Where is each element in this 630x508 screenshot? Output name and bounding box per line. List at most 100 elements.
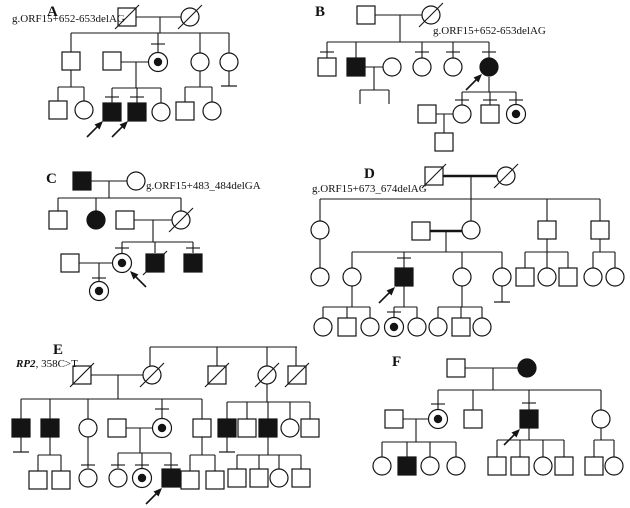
male-affected-symbol (519, 409, 539, 429)
female-unaffected-symbol (202, 101, 222, 121)
male-unaffected-symbol (337, 317, 357, 337)
deceased-slash (418, 2, 444, 28)
female-unaffected-symbol (472, 317, 492, 337)
carrier-dot (157, 423, 167, 433)
male-unaffected-symbol (60, 253, 80, 273)
deceased-slash (69, 362, 95, 388)
male-unaffected-symbol (205, 470, 225, 490)
pedigree-a-label: A (47, 4, 58, 20)
male-unaffected-symbol (558, 267, 578, 287)
deceased-slash (421, 163, 447, 189)
male-unaffected-symbol (115, 210, 135, 230)
female-unaffected-symbol (342, 267, 362, 287)
female-unaffected-symbol (310, 220, 330, 240)
carrier-dot (153, 57, 163, 67)
female-unaffected-symbol (420, 456, 440, 476)
female-affected-symbol (517, 358, 537, 378)
male-unaffected-symbol (417, 104, 437, 124)
deceased-slash (254, 362, 280, 388)
female-unaffected-symbol (446, 456, 466, 476)
gene-name: RP2 (16, 358, 36, 370)
pedigree-b (317, 2, 527, 152)
pedigree-c-mutation-text: g.ORF15+483_484delGA (146, 180, 261, 192)
male-affected-symbol (183, 253, 203, 273)
female-unaffected-symbol (412, 57, 432, 77)
male-unaffected-symbol (227, 468, 247, 488)
male-unaffected-symbol (356, 5, 376, 25)
male-affected-symbol (11, 418, 31, 438)
female-unaffected-symbol (313, 317, 333, 337)
variant-text: , 358C>T (35, 358, 78, 370)
male-unaffected-symbol (48, 210, 68, 230)
male-unaffected-symbol (537, 220, 557, 240)
carrier-dot (433, 414, 443, 424)
male-unaffected-symbol (451, 317, 471, 337)
male-unaffected-symbol (554, 456, 574, 476)
male-unaffected-symbol (480, 104, 500, 124)
proband-arrow-head (130, 271, 139, 280)
deceased-slash (493, 163, 519, 189)
pedigree-c-label: C (46, 171, 57, 187)
pedigree-f (372, 358, 624, 476)
female-unaffected-symbol (533, 456, 553, 476)
female-unaffected-symbol (452, 267, 472, 287)
female-affected-symbol (479, 57, 499, 77)
male-affected-symbol (102, 102, 122, 122)
female-unaffected-symbol (360, 317, 380, 337)
carrier-dot (389, 322, 399, 332)
female-unaffected-symbol (591, 409, 611, 429)
female-unaffected-symbol (190, 52, 210, 72)
male-unaffected-symbol (28, 470, 48, 490)
deceased-slash (204, 362, 230, 388)
male-affected-symbol (217, 418, 237, 438)
carrier-dot (117, 258, 127, 268)
pedigree-c (48, 171, 203, 302)
female-unaffected-symbol (407, 317, 427, 337)
male-unaffected-symbol (590, 220, 610, 240)
female-unaffected-symbol (269, 468, 289, 488)
male-unaffected-symbol (180, 470, 200, 490)
proband-arrow-head (119, 121, 128, 130)
male-unaffected-symbol (446, 358, 466, 378)
male-unaffected-symbol (61, 51, 81, 71)
female-unaffected-symbol (605, 267, 625, 287)
deceased-slash (168, 207, 194, 233)
male-unaffected-symbol (175, 101, 195, 121)
female-unaffected-symbol (452, 104, 472, 124)
female-unaffected-symbol (310, 267, 330, 287)
female-unaffected-symbol (428, 317, 448, 337)
proband-arrow-head (473, 74, 482, 83)
proband-arrow-head (386, 287, 395, 296)
female-unaffected-symbol (78, 468, 98, 488)
female-unaffected-symbol (492, 267, 512, 287)
male-unaffected-symbol (411, 221, 431, 241)
pedigree-a-mutation-text: g.ORF15+652-653delAG (12, 13, 125, 25)
male-affected-symbol (346, 57, 366, 77)
deceased-slash (114, 4, 140, 30)
female-unaffected-symbol (74, 100, 94, 120)
female-unaffected-symbol (583, 267, 603, 287)
proband-arrow-head (153, 488, 162, 497)
male-affected-symbol (127, 102, 147, 122)
male-unaffected-symbol (192, 418, 212, 438)
pedigree-b-mutation-text: g.ORF15+652-653delAG (433, 25, 546, 37)
pedigree-a (48, 4, 239, 138)
female-unaffected-symbol (78, 418, 98, 438)
deceased-slash (284, 362, 310, 388)
male-unaffected-symbol (249, 468, 269, 488)
female-unaffected-symbol (372, 456, 392, 476)
pedigree-d-mutation-text: g.ORF15+673_674delAG (312, 183, 427, 195)
male-unaffected-symbol (48, 100, 68, 120)
pedigree-e-mutation-text: RP2, 358C>T (16, 359, 78, 370)
proband-arrow-head (511, 429, 520, 438)
male-unaffected-symbol (510, 456, 530, 476)
female-unaffected-symbol (219, 52, 239, 72)
male-unaffected-symbol (51, 470, 71, 490)
female-unaffected-symbol (126, 171, 146, 191)
female-unaffected-symbol (280, 418, 300, 438)
male-unaffected-symbol (463, 409, 483, 429)
male-unaffected-symbol (102, 51, 122, 71)
female-unaffected-symbol (108, 468, 128, 488)
deceased-slash (177, 4, 203, 30)
